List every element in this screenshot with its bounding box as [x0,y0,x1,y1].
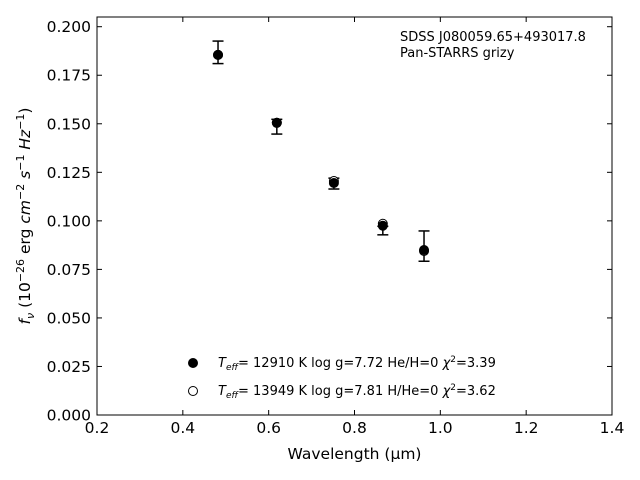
x-tick-label: 0.8 [342,419,367,437]
y-tick-label: 0.025 [47,358,91,376]
plot-frame [96,16,613,416]
legend-marker-filled [188,358,198,368]
legend: Teff= 12910 K log g=7.72 He/H=0 χ2=3.39 … [188,355,496,401]
y-tick-label: 0.100 [47,212,91,230]
y-tick-label: 0.000 [47,407,91,425]
model-point-filled [377,220,388,231]
plot-area: 0.2 0.4 0.6 0.8 1.0 1.2 1.4 0.000 0.025 0.050 0.07… [47,17,625,437]
y-tick-label: 0.075 [47,261,91,279]
x-tick-label: 1.2 [514,419,539,437]
legend-entry-1: Teff= 12910 K log g=7.72 He/H=0 χ2=3.39 [218,355,496,373]
y-tick-label: 0.125 [47,164,91,182]
annotation-survey: Pan-STARRS grizy [400,46,515,61]
annotation-object-name: SDSS J080059.65+493017.8 [400,30,586,45]
x-tick-label: 0.2 [85,419,110,437]
model-point-filled [419,244,430,255]
y-tick-label: 0.150 [47,115,91,133]
y-tick-label: 0.050 [47,309,91,327]
legend-entry-2: Teff= 13949 K log g=7.81 H/He=0 χ2=3.62 [218,383,496,401]
x-tick-label: 1.0 [428,419,453,437]
y-tick-label: 0.175 [47,67,91,85]
x-tick-label: 0.6 [256,419,281,437]
y-axis-label-group: fν (10−26 erg cm−2 s−1 Hz−1) [14,108,37,325]
model-point-filled [328,177,339,188]
x-tick-label: 0.4 [171,419,196,437]
model-point-filled [271,117,282,128]
x-tick-label: 1.4 [600,419,625,437]
y-axis-label: fν (10−26 erg cm−2 s−1 Hz−1) [14,108,37,325]
y-tick-label: 0.200 [47,18,91,36]
x-axis-label: Wavelength (μm) [288,445,422,463]
model-point-filled [213,49,224,60]
legend-marker-open [188,386,198,396]
